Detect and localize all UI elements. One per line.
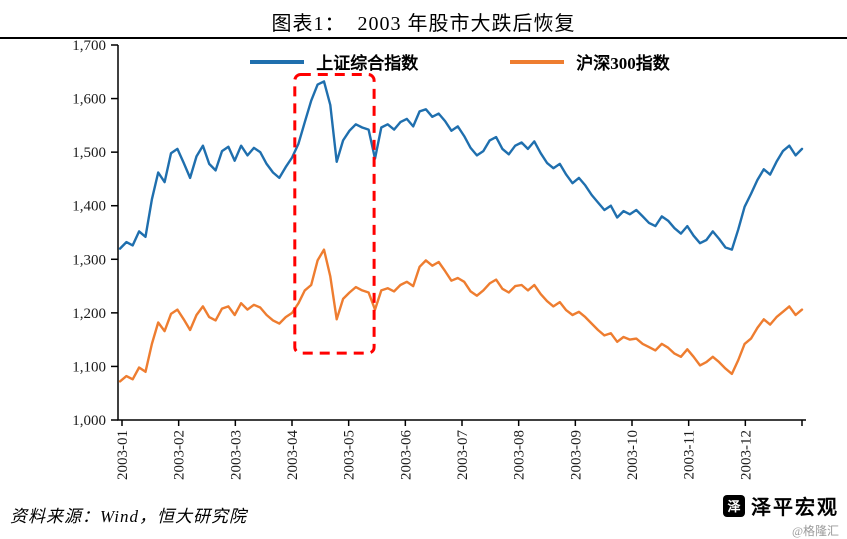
source-note: 资料来源：Wind，恒大研究院 <box>10 507 247 526</box>
brand-name: 泽平宏观 <box>751 497 839 519</box>
brand-row: 泽 泽平宏观 <box>723 491 839 520</box>
legend-label-shanghai-composite: 上证综合指数 <box>316 54 419 73</box>
y-tick-label: 1,600 <box>72 92 106 108</box>
y-tick-label: 1,400 <box>72 199 106 215</box>
series-line-1 <box>118 248 804 383</box>
x-tick-label: 2003-06 <box>398 430 414 480</box>
x-tick-label: 2003-09 <box>568 430 584 480</box>
highlight-box <box>293 73 376 355</box>
chart-title: 图表1： 2003 年股市大跌后恢复 <box>271 13 576 35</box>
legend-item-csi300: 沪深300指数 <box>510 49 670 74</box>
legend-item-shanghai-composite: 上证综合指数 <box>250 49 418 74</box>
y-tick-label: 1,100 <box>72 359 106 375</box>
legend-swatch-blue-line <box>250 59 305 64</box>
legend-swatch-orange-line <box>510 59 565 64</box>
x-tick-label: 2003-11 <box>682 430 698 479</box>
y-tick-label: 1,700 <box>72 38 106 54</box>
x-tick-label: 2003-05 <box>342 430 358 480</box>
title-divider <box>0 37 847 39</box>
x-tick-label: 2003-10 <box>625 430 641 480</box>
x-tick-label: 2003-12 <box>738 430 754 480</box>
y-tick-label: 1,000 <box>72 413 106 429</box>
legend: 上证综合指数 沪深300指数 <box>118 49 802 74</box>
x-tick-label: 2003-07 <box>455 430 471 480</box>
series-line-0 <box>118 80 804 251</box>
legend-label-csi300: 沪深300指数 <box>576 54 670 73</box>
x-tick-label: 2003-03 <box>228 430 244 480</box>
watermark: 泽 泽平宏观 @格隆汇 <box>723 491 839 539</box>
y-tick-label: 1,200 <box>72 306 106 322</box>
x-tick-label: 2003-08 <box>512 430 528 480</box>
brand-logo-icon: 泽 <box>723 494 745 517</box>
x-tick-label: 2003-02 <box>172 430 188 480</box>
y-tick-label: 1,300 <box>72 252 106 268</box>
x-tick-label: 2003-01 <box>115 430 131 480</box>
x-tick-label: 2003-04 <box>285 430 301 480</box>
watermark-handle: @格隆汇 <box>791 524 839 538</box>
y-tick-label: 1,500 <box>72 145 106 161</box>
